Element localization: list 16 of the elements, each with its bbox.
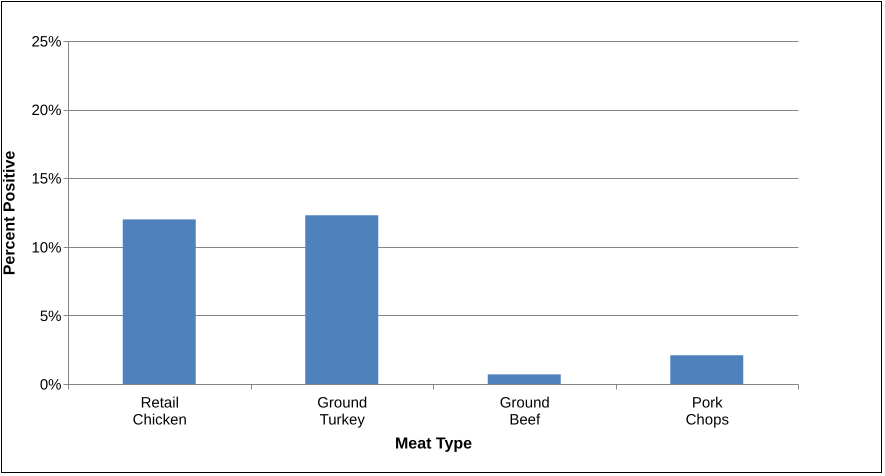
bar: [670, 355, 744, 384]
x-tick-label: Retail Chicken: [132, 394, 187, 428]
y-tick-label: 10%: [31, 239, 62, 256]
bar: [122, 219, 196, 384]
bar: [305, 215, 378, 384]
y-tick-label: 20%: [31, 102, 62, 120]
x-tick-label: Pork Chops: [686, 394, 729, 428]
x-tick-label: Ground Beef: [500, 394, 550, 428]
y-tick-label: 5%: [40, 308, 62, 325]
y-tick-label: 15%: [31, 170, 62, 188]
y-tick-label: 25%: [31, 34, 62, 50]
x-tick-label: Ground Turkey: [317, 394, 368, 428]
y-axis-title: Percent Positive: [1, 150, 18, 276]
bar: [488, 374, 561, 384]
x-axis-title: Meat Type: [394, 436, 472, 452]
y-tick-label: 0%: [40, 376, 62, 394]
